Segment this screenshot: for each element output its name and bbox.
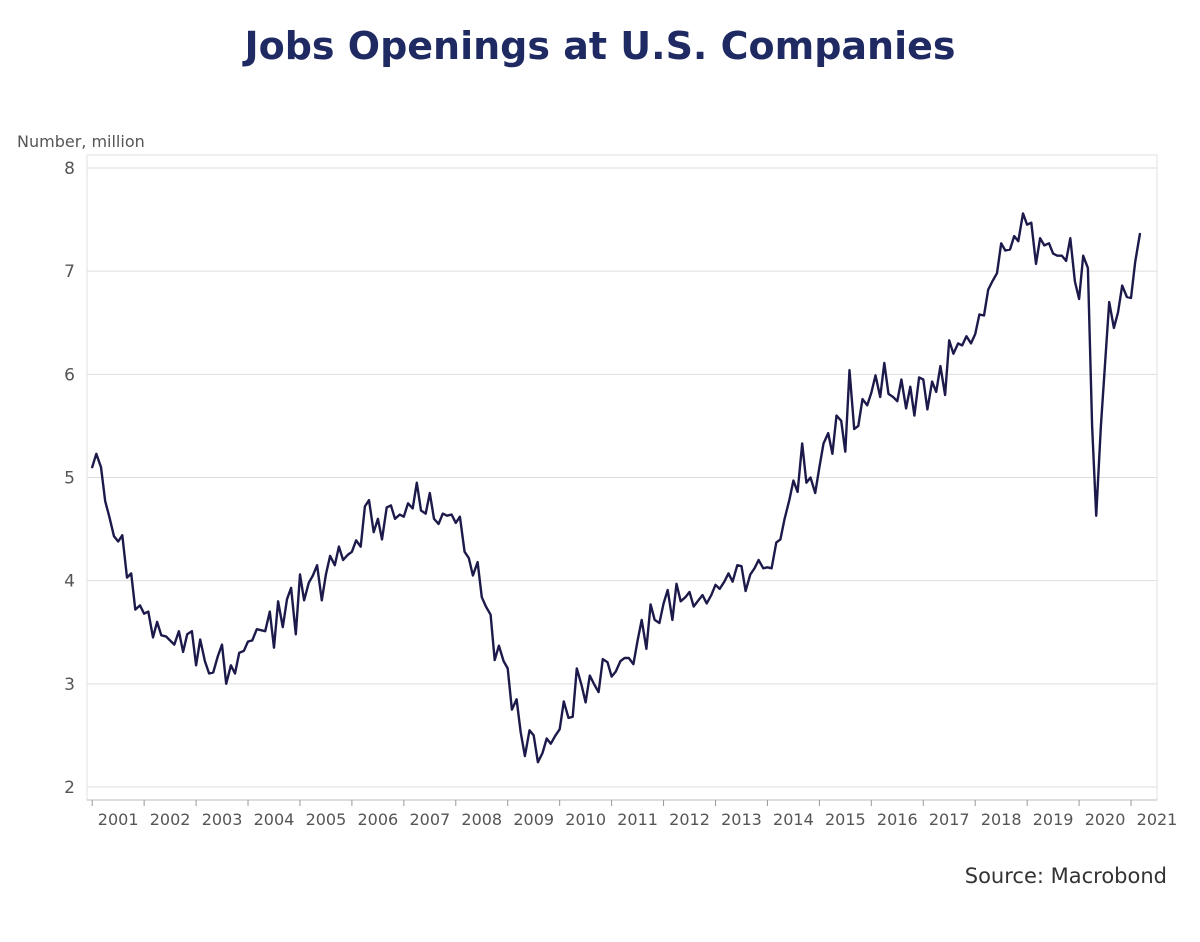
x-tick-label: 2011 — [617, 810, 658, 829]
chart-title: Jobs Openings at U.S. Companies — [244, 24, 956, 68]
series-line-job-openings — [91, 212, 1142, 764]
y-tick-label: 8 — [64, 159, 75, 179]
x-tick-label: 2012 — [669, 810, 710, 829]
x-tick-label: 2004 — [254, 810, 295, 829]
y-axis-label: Number, million — [17, 132, 145, 151]
x-tick-label: 2020 — [1085, 810, 1126, 829]
x-tick-label: 2002 — [150, 810, 191, 829]
y-tick-label: 6 — [64, 365, 75, 385]
y-tick-label: 7 — [64, 262, 75, 282]
gridlines — [86, 154, 1158, 806]
x-tick-label: 2017 — [929, 810, 970, 829]
x-tick-label: 2003 — [202, 810, 243, 829]
x-tick-label: 2009 — [513, 810, 554, 829]
y-tick-labels: 2 3 4 5 6 7 8 — [64, 159, 75, 798]
y-tick-label: 5 — [64, 469, 75, 489]
x-tick-label: 2005 — [306, 810, 347, 829]
source-note: Source: Macrobond — [964, 864, 1167, 888]
x-tick-label: 2018 — [981, 810, 1022, 829]
x-tick-label: 2013 — [721, 810, 762, 829]
x-tick-label: 2019 — [1033, 810, 1074, 829]
x-tick-labels: 2001 2002 2003 2004 2005 2006 2007 2008 2009 2010… — [98, 810, 1178, 829]
x-tick-label: 2008 — [461, 810, 502, 829]
x-tick-label: 2001 — [98, 810, 139, 829]
x-tick-label: 2010 — [565, 810, 606, 829]
x-tick-label: 2016 — [877, 810, 918, 829]
x-tick-label: 2007 — [409, 810, 450, 829]
x-tick-label: 2021 — [1137, 810, 1178, 829]
y-tick-label: 3 — [64, 675, 75, 695]
x-tick-label: 2006 — [358, 810, 399, 829]
x-tick-label: 2015 — [825, 810, 866, 829]
y-tick-label: 4 — [64, 572, 75, 592]
x-tick-label: 2014 — [773, 810, 814, 829]
y-tick-label: 2 — [64, 778, 75, 798]
